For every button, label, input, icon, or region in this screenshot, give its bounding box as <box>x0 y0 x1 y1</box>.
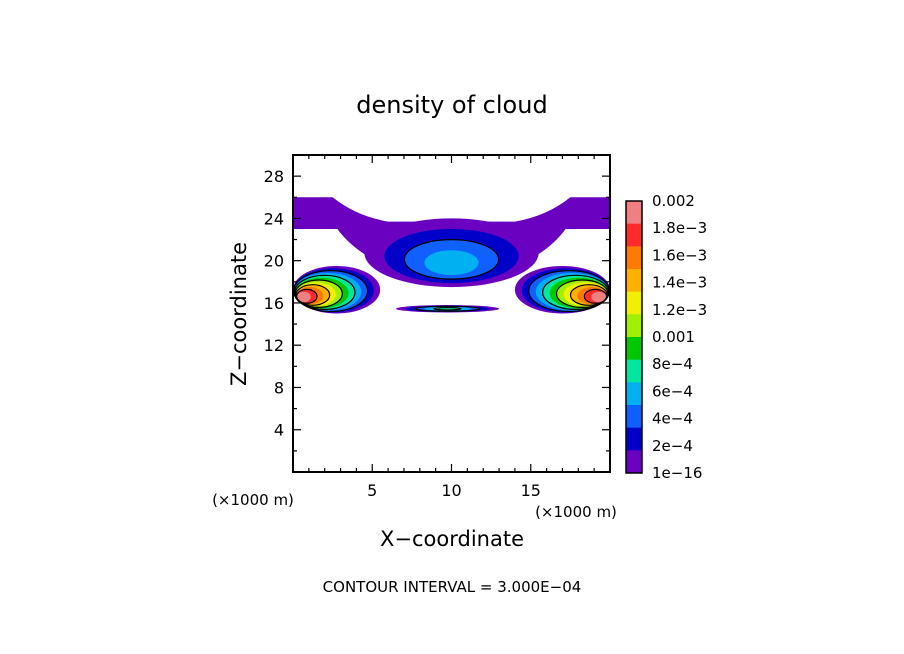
x-unit-label-left: (×1000 m) <box>212 491 294 509</box>
y-tick-label: 4 <box>274 421 284 440</box>
colorbar-label: 1.2e−3 <box>652 301 707 319</box>
y-axis: 4 8 12 16 20 24 28 <box>264 167 610 452</box>
y-tick-label: 8 <box>274 378 284 397</box>
x-tick-label: 5 <box>367 481 377 500</box>
thin-band-contour-4 <box>433 306 462 311</box>
colorbar-swatch <box>626 382 642 406</box>
x-tick-label: 15 <box>521 481 541 500</box>
center-core-contour-2 <box>403 238 500 280</box>
colorbar-swatch <box>626 269 642 293</box>
colorbar-label: 1.4e−3 <box>652 274 707 292</box>
x-tick-label: 10 <box>441 481 461 500</box>
colorbar-label: 1.8e−3 <box>652 219 707 237</box>
colorbar-label: 6e−4 <box>652 382 693 400</box>
thin-band-contour-2 <box>414 305 481 312</box>
colorbar: 0.002 1.8e−3 1.6e−3 1.4e−3 1.2e−3 0.001 8e−4 6e… <box>625 192 707 482</box>
colorbar-swatch <box>626 450 642 474</box>
y-tick-label: 12 <box>264 336 284 355</box>
contour-interval-footer: CONTOUR INTERVAL = 3.000E−04 <box>323 578 582 596</box>
chart-title: density of cloud <box>356 91 547 119</box>
colorbar-label: 0.002 <box>652 192 695 210</box>
colorbar-swatch <box>626 291 642 315</box>
right-lobe-contour-4 <box>542 274 610 311</box>
left-lobe-contour-10 <box>296 288 318 304</box>
right-lobe-contour-10 <box>583 288 608 304</box>
colorbar-swatch <box>626 201 642 225</box>
colorbar-frame <box>625 200 643 474</box>
y-axis-label: Z−coordinate <box>227 242 251 386</box>
right-lobe-level-11 <box>591 291 607 303</box>
colorbar-swatch <box>626 427 642 451</box>
left-lobe-contour-8 <box>295 284 331 306</box>
left-lobe-level-11 <box>297 291 311 303</box>
right-lobe-contour-8 <box>569 284 608 306</box>
y-tick-label: 16 <box>264 294 284 313</box>
colorbar-label: 1e−16 <box>652 464 702 482</box>
y-tick-label: 28 <box>264 167 284 186</box>
colorbar-label: 1.6e−3 <box>652 246 707 264</box>
y-tick-label: 24 <box>264 209 284 228</box>
x-axis: 5 10 15 <box>308 155 595 500</box>
colorbar-swatch <box>626 337 642 361</box>
y-tick-label: 20 <box>264 252 284 271</box>
right-lobe-contour-6 <box>555 279 609 308</box>
colorbar-label: 8e−4 <box>652 355 693 373</box>
colorbar-label: 4e−4 <box>652 410 693 428</box>
colorbar-swatch <box>626 314 642 338</box>
x-unit-label-right: (×1000 m) <box>535 503 617 521</box>
x-axis-label: X−coordinate <box>380 527 524 551</box>
left-lobe-contour-6 <box>294 279 343 308</box>
left-lobe-contour-4 <box>293 274 356 311</box>
colorbar-label: 2e−4 <box>652 437 693 455</box>
colorbar-swatch <box>626 359 642 383</box>
colorbar-swatch <box>626 223 642 247</box>
colorbar-swatch <box>626 246 642 270</box>
colorbar-swatch <box>626 405 642 429</box>
colorbar-label: 0.001 <box>652 328 695 346</box>
center-core-level-3 <box>424 250 479 276</box>
